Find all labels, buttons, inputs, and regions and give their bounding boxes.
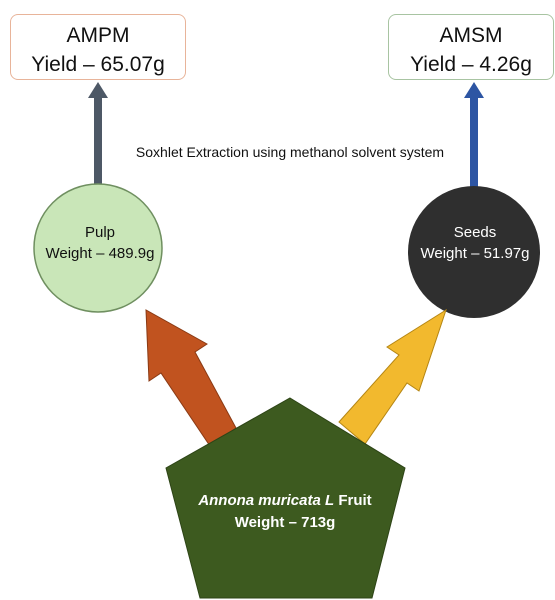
seeds-node [408,186,540,318]
fruit-suffix: Fruit [334,492,372,509]
pulp-to-ampm-arrow [88,82,108,188]
pulp-node [33,183,163,313]
ampm-box: AMPM Yield – 65.07g [10,14,186,80]
pulp-label: Pulp [84,224,116,241]
fruit-text: Annona muricata L Fruit Weight – 713g [150,490,420,534]
fruit-species: Annona muricata L [198,492,335,509]
fruit-label: Annona muricata L Fruit [150,490,420,512]
seeds-label: Seeds [453,224,497,241]
fruit-to-seeds-arrow [338,308,447,445]
pulp-weight: Weight – 489.9g [45,245,155,262]
process-label: Soxhlet Extraction using methanol solven… [135,144,445,160]
amsm-name: AMSM [439,24,503,47]
ampm-name: AMPM [66,24,130,47]
pulp-text: Pulp Weight – 489.9g [25,222,175,264]
fruit-node [165,397,406,599]
ampm-yield: Yield – 65.07g [31,53,165,76]
amsm-yield: Yield – 4.26g [410,53,532,76]
fruit-to-pulp-arrow [145,309,237,447]
seeds-text: Seeds Weight – 51.97g [395,222,555,264]
amsm-box: AMSM Yield – 4.26g [388,14,554,80]
seeds-to-amsm-arrow [464,82,484,188]
seeds-weight: Weight – 51.97g [420,245,530,262]
fruit-weight: Weight – 713g [234,514,336,531]
